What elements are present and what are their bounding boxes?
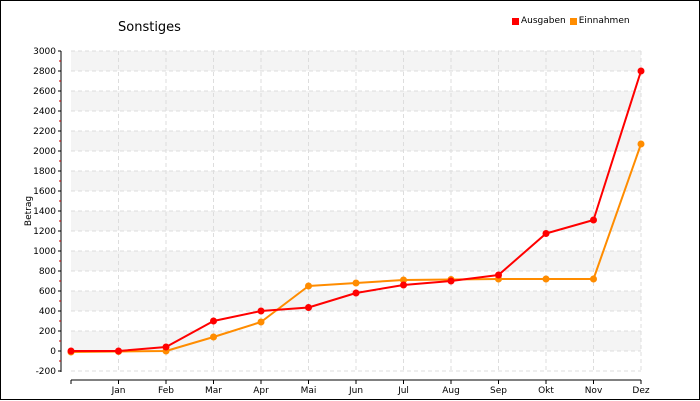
data-point-ausgaben [495,271,502,279]
y-tick-label: 1000 [33,247,56,257]
y-tick-label: 200 [39,327,56,337]
y-tick-label: 3000 [33,47,56,57]
x-tick-label: Mai [301,386,317,396]
y-tick-label: 2000 [33,147,56,157]
y-tick-label: -200 [36,367,57,377]
data-point-ausgaben [400,281,407,289]
data-point-einnahmen [352,279,360,287]
legend: Ausgaben Einnahmen [512,16,634,26]
legend-item-einnahmen: Einnahmen [569,16,630,26]
y-axis-label: Betrag [24,196,34,226]
data-point-einnahmen [637,140,645,148]
x-tick-label: Jul [397,386,409,396]
legend-label: Einnahmen [578,16,630,26]
data-point-ausgaben [447,277,455,285]
data-point-ausgaben [305,304,312,311]
y-tick-label: 1600 [33,187,56,197]
y-tick-label: 2400 [33,107,56,117]
chart-title: Sonstiges [118,20,181,35]
data-point-ausgaben [257,307,265,315]
grid-band [71,131,641,151]
y-tick-label: 1400 [33,207,56,217]
y-tick-label: 2800 [33,67,56,77]
y-tick-label: 2200 [33,127,56,137]
data-point-ausgaben [637,67,645,75]
data-point-einnahmen [400,276,407,284]
x-tick-label: Dez [632,386,649,396]
data-point-einnahmen [210,333,217,341]
legend-item-ausgaben: Ausgaben [512,16,566,26]
x-tick-label: Apr [253,386,269,396]
x-tick-label: Aug [442,386,460,396]
legend-swatch [569,17,577,25]
data-point-ausgaben [210,317,217,325]
data-point-ausgaben [542,230,550,237]
x-tick-label: Jan [111,386,126,396]
data-point-ausgaben [115,347,122,355]
y-tick-label: 1200 [33,227,56,237]
x-tick-label: Mar [205,386,222,396]
data-point-ausgaben [162,343,170,351]
x-tick-label: Feb [158,386,174,396]
data-point-einnahmen [257,318,265,326]
data-point-einnahmen [542,275,550,283]
y-tick-label: 2600 [33,87,56,97]
data-point-einnahmen [305,282,312,290]
legend-swatch [512,17,519,25]
x-tick-label: Jun [348,386,363,396]
y-tick-label: 600 [39,287,56,297]
x-tick-label: Nov [585,386,603,396]
data-point-einnahmen [590,275,597,283]
x-tick-label: Okt [538,386,554,396]
y-tick-label: 400 [39,307,56,317]
y-tick-label: 1800 [33,167,56,177]
data-point-ausgaben [67,347,75,355]
x-tick-label: Sep [490,386,507,396]
y-tick-label: 800 [39,267,56,277]
data-point-ausgaben [352,289,360,297]
data-point-ausgaben [590,216,597,224]
legend-label: Ausgaben [521,16,566,26]
y-tick-label: 0 [50,347,56,357]
